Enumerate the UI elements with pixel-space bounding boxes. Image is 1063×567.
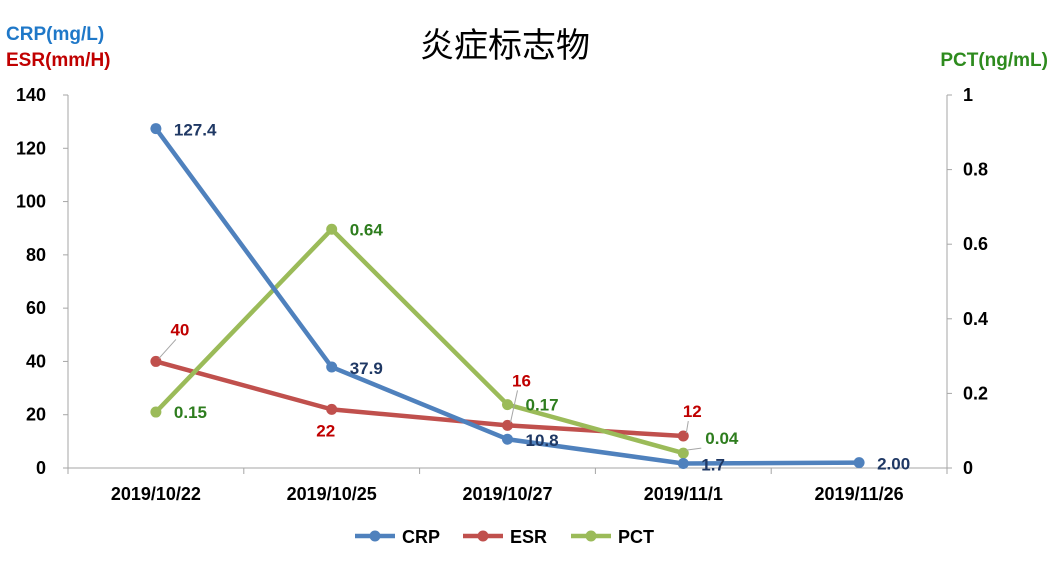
legend-swatch-marker-esr [477, 530, 489, 542]
data-point-esr [150, 355, 162, 367]
series-crp [150, 123, 865, 469]
axes: 0 20 40 60 80 100 120 140 0 0.2 0.4 0.6 0.8 1 2019/10/… [16, 85, 988, 504]
series-line-esr [153, 359, 686, 439]
x-tick-label: 2019/10/27 [462, 484, 552, 504]
data-point-pct [502, 399, 513, 411]
data-label-esr: 16 [512, 371, 531, 390]
y-axis-left-title-crp: CRP(mg/L) [6, 24, 104, 45]
series-line-pct [153, 227, 686, 456]
y-right-tick-label: 0.8 [963, 160, 988, 180]
y-right-tick-label: 0.6 [963, 234, 988, 254]
chart-title: 炎症标志物 [420, 26, 590, 66]
series-line-crp [153, 126, 862, 466]
data-label-esr: 40 [170, 320, 189, 339]
data-point-pct [326, 223, 338, 235]
y-left-tick-label: 100 [16, 192, 46, 212]
data-label-pct: 0.17 [526, 396, 559, 415]
y-left-tick-label: 80 [26, 245, 46, 265]
leader-line-esr [685, 420, 689, 434]
legend-swatch-marker-pct [585, 530, 597, 542]
y-left-tick-label: 40 [26, 351, 46, 371]
data-point-crp [326, 361, 338, 373]
data-point-crp [853, 457, 865, 469]
y-right-tick-label: 0.4 [963, 309, 988, 329]
data-label-esr: 22 [316, 421, 335, 440]
data-label-crp: 2.00 [877, 455, 910, 474]
x-tick-label: 2019/10/22 [111, 484, 201, 504]
legend-item-crp: CRP [355, 527, 440, 547]
data-point-esr [502, 419, 513, 431]
x-tick-label: 2019/10/25 [287, 484, 377, 504]
y-axis-right-title-pct: PCT(ng/mL) [940, 50, 1048, 71]
leader-line-esr [510, 390, 518, 423]
y-left-tick-label: 60 [26, 298, 46, 318]
legend-item-pct: PCT [571, 527, 654, 547]
data-point-crp [502, 433, 513, 445]
legend: CRP ESR PCT [355, 527, 654, 547]
y-left-tick-label: 0 [36, 458, 46, 478]
data-point-pct [150, 406, 162, 418]
data-label-crp: 1.7 [701, 455, 725, 474]
data-label-pct: 0.64 [350, 220, 384, 239]
legend-swatch-marker-crp [369, 530, 381, 542]
data-labels-pct: 0.15 0.64 0.17 0.04 [174, 220, 739, 451]
y-left-tick-label: 140 [16, 85, 46, 105]
data-labels-esr: 40 22 16 12 [158, 320, 702, 440]
y-right-tick-label: 0.2 [963, 383, 988, 403]
x-tick-label: 2019/11/1 [644, 484, 723, 504]
y-left-tick-label: 20 [26, 405, 46, 425]
x-tick-label: 2019/11/26 [815, 484, 904, 504]
data-labels-crp: 127.4 37.9 10.8 1.7 2.00 [174, 121, 910, 475]
leader-line-esr [158, 339, 177, 359]
y-left-tick-label: 120 [16, 138, 46, 158]
data-point-esr [326, 403, 338, 415]
legend-item-esr: ESR [463, 527, 547, 547]
series-esr [150, 355, 689, 442]
data-label-pct: 0.04 [705, 429, 739, 448]
data-label-crp: 127.4 [174, 121, 217, 140]
data-label-esr: 12 [683, 402, 702, 421]
data-label-crp: 37.9 [350, 359, 383, 378]
legend-label-esr: ESR [510, 527, 547, 547]
leader-line-pct [686, 447, 702, 451]
series-pct [150, 223, 689, 459]
data-label-pct: 0.15 [174, 403, 207, 422]
y-axis-left-title-esr: ESR(mm/H) [6, 50, 111, 71]
data-point-crp [150, 123, 162, 135]
series-layer: 40 22 16 12 0.15 0.64 0.17 0.04 127.4 37.9 10.8 1.7… [150, 121, 910, 475]
data-point-crp [677, 457, 689, 469]
y-right-tick-label: 0 [963, 458, 973, 478]
data-label-crp: 10.8 [526, 431, 559, 450]
data-point-esr [677, 430, 689, 442]
data-point-pct [677, 447, 689, 459]
legend-label-pct: PCT [618, 527, 654, 547]
legend-label-crp: CRP [402, 527, 440, 547]
y-right-tick-label: 1 [963, 85, 973, 105]
